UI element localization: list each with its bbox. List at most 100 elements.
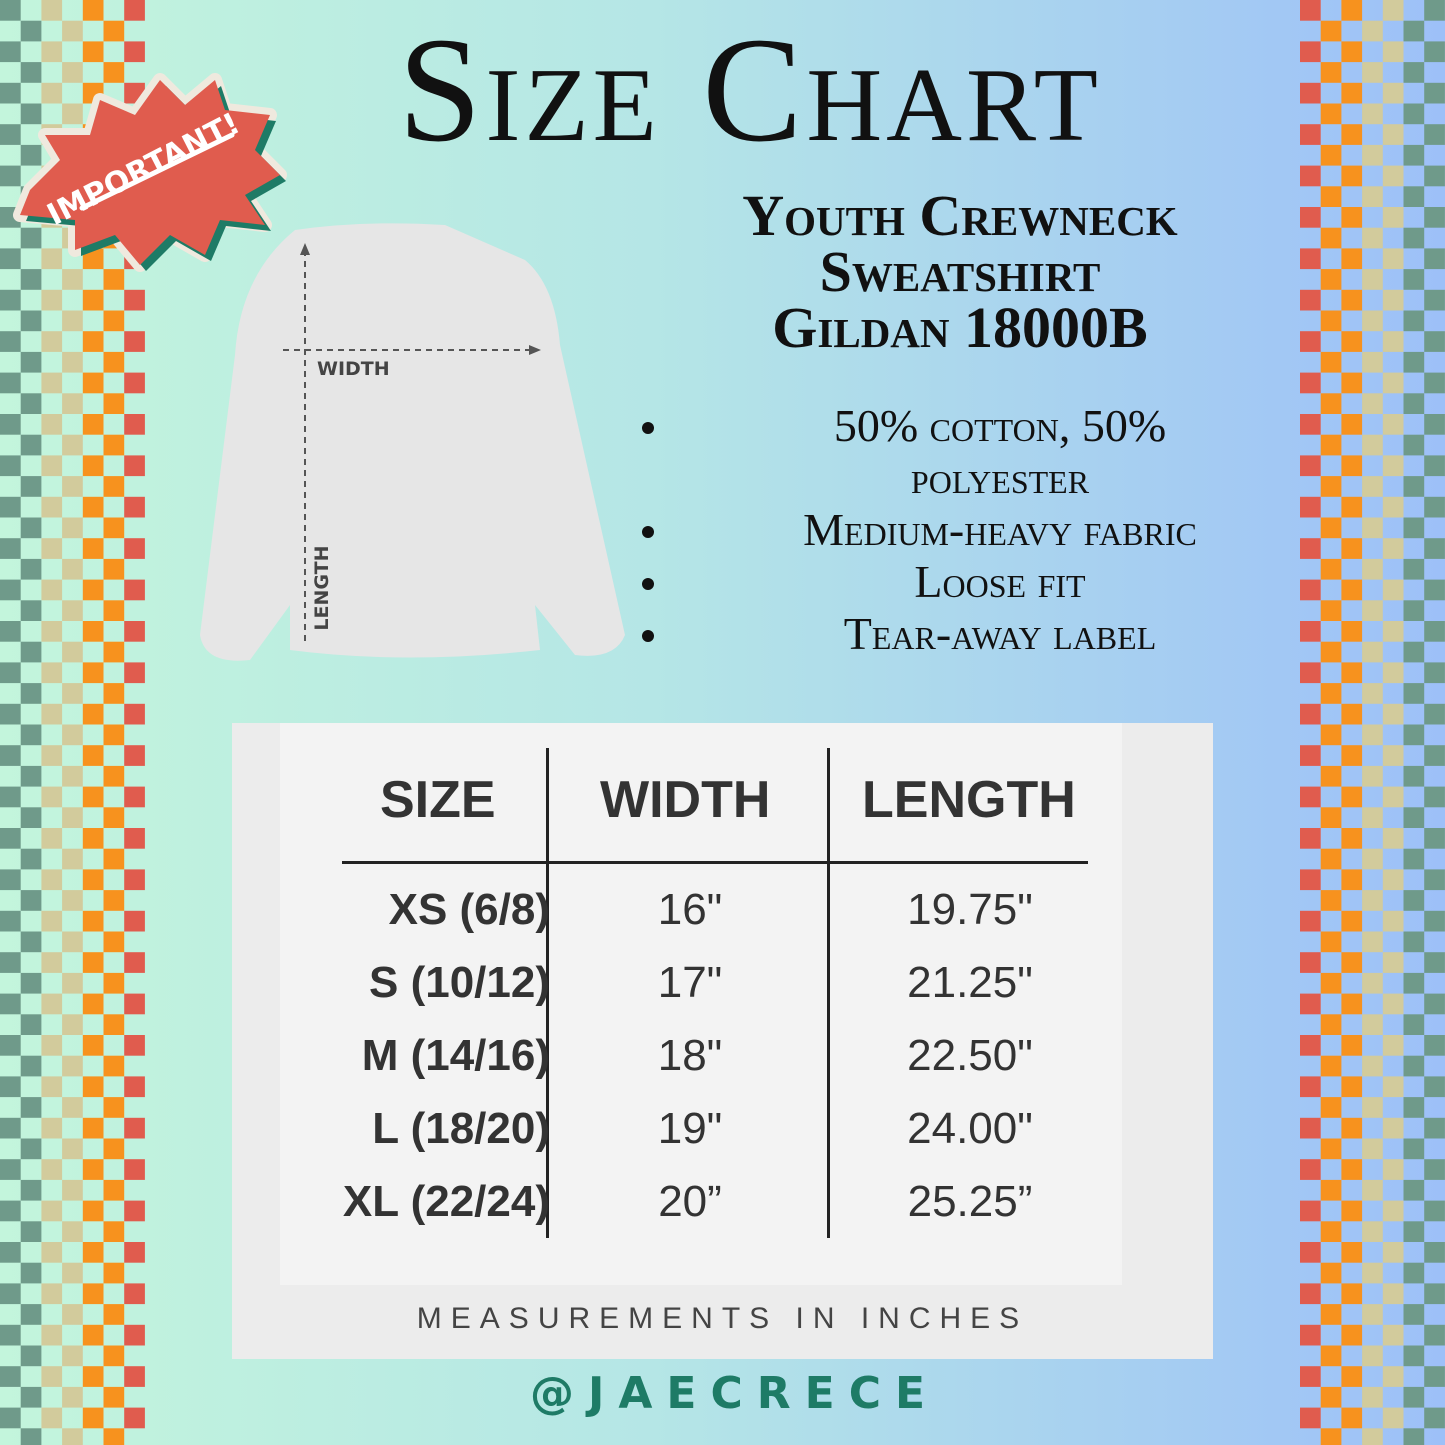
checker-square (103, 972, 125, 994)
checker-square (1424, 1117, 1445, 1139)
checker-square (41, 1283, 63, 1305)
checker-square (1403, 1097, 1425, 1118)
checker-square (1341, 1324, 1363, 1346)
column-divider (827, 748, 830, 1238)
checker-square (1424, 1407, 1445, 1429)
checker-square (41, 910, 63, 932)
checker-square (1403, 848, 1425, 870)
checker-square (1300, 828, 1321, 849)
checker-square (82, 952, 104, 973)
checker-square (1362, 186, 1383, 207)
checker-square (1320, 724, 1342, 746)
checker-square (62, 641, 83, 663)
checker-square (1403, 724, 1425, 746)
checker-square (103, 807, 125, 828)
checker-square (20, 434, 42, 456)
checker-square (20, 476, 42, 497)
checker-square (1424, 1200, 1445, 1222)
checker-square (103, 765, 125, 787)
checker-square (20, 1304, 42, 1325)
size-cell: L (18/20) (372, 1104, 550, 1153)
feature-item: Loose fit (630, 556, 1310, 608)
checker-square (41, 869, 63, 891)
feature-list: 50% cotton, 50% polyester Medium-heavy f… (630, 400, 1310, 660)
checker-square (1382, 82, 1404, 104)
checker-square (0, 579, 21, 601)
checker-square (41, 1407, 63, 1429)
checker-square (1362, 848, 1383, 870)
checker-square (1320, 558, 1342, 580)
checker-square (1403, 931, 1425, 953)
checker-square (1424, 124, 1445, 145)
header-length: LENGTH (862, 771, 1076, 829)
product-heading: Youth Crewneck Sweatshirt Gildan 18000B (640, 187, 1280, 357)
checker-square (1300, 952, 1321, 973)
checker-square (124, 786, 145, 808)
checker-square (0, 414, 21, 435)
checker-square (103, 1221, 125, 1242)
checker-square (41, 993, 63, 1015)
checker-square (1362, 144, 1383, 166)
checker-square (62, 931, 83, 953)
checker-square (1320, 641, 1342, 663)
checker-square (82, 1242, 104, 1263)
width-label: WIDTH (317, 358, 390, 380)
checker-square (41, 414, 63, 435)
checker-square (1424, 0, 1445, 21)
checker-square (41, 1366, 63, 1387)
checker-square (41, 621, 63, 642)
checker-square (1424, 414, 1445, 435)
checker-square (0, 993, 21, 1015)
checker-square (1320, 269, 1342, 290)
checker-square (1341, 0, 1363, 21)
checker-square (103, 641, 125, 663)
checker-square (1403, 558, 1425, 580)
checker-square (1424, 993, 1445, 1015)
feature-item: Medium-heavy fabric (630, 504, 1310, 556)
checker-square (62, 890, 83, 911)
size-table-panel (232, 723, 1213, 1359)
checker-square (1362, 931, 1383, 953)
checker-square (1341, 1366, 1363, 1387)
checker-square (103, 1179, 125, 1201)
checker-square (103, 1138, 125, 1160)
checker-square (1403, 62, 1425, 83)
checker-square (1362, 517, 1383, 539)
checker-square (1382, 455, 1404, 477)
checker-square (62, 517, 83, 539)
sweatshirt-icon (200, 223, 625, 661)
checker-square (124, 1283, 145, 1305)
size-cell: S (10/12) (369, 958, 550, 1007)
checker-square (62, 434, 83, 456)
checker-square (0, 455, 21, 477)
checker-square (82, 372, 104, 394)
checker-square (82, 455, 104, 477)
checker-square (1300, 1117, 1321, 1139)
checker-square (1362, 1014, 1383, 1035)
checker-square (1300, 414, 1321, 435)
checker-square (41, 1324, 63, 1346)
checker-square (82, 1324, 104, 1346)
checker-square (1362, 434, 1383, 456)
checker-square (0, 952, 21, 973)
checker-square (1341, 207, 1363, 228)
checker-square (82, 828, 104, 849)
checker-square (62, 103, 83, 125)
checker-square (0, 538, 21, 559)
checker-square (62, 765, 83, 787)
checker-square (103, 351, 125, 373)
checker-square (103, 600, 125, 621)
checker-square (0, 165, 21, 187)
checker-square (1320, 1055, 1342, 1077)
checker-square (1300, 1035, 1321, 1056)
checker-square (1382, 496, 1404, 518)
checker-square (124, 331, 145, 352)
checker-square (20, 931, 42, 953)
social-handle: @JAECRECE (530, 1368, 940, 1419)
checker-square (1382, 41, 1404, 63)
checker-square (1424, 786, 1445, 808)
checker-square (1382, 289, 1404, 311)
checker-square (1320, 890, 1342, 911)
checker-square (1382, 1117, 1404, 1139)
checker-square (1382, 1366, 1404, 1387)
